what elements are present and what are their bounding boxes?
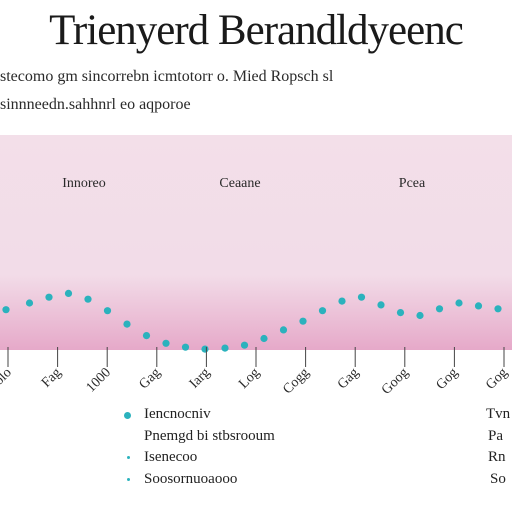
x-tick-label: Tolo [0, 365, 15, 394]
data-point [396, 309, 405, 317]
legend-entry-1: Iencnocniv [124, 406, 211, 423]
data-point [25, 299, 34, 307]
legend-label: Soosornuoaooo [144, 471, 238, 487]
legend-entry-3: Isenecoo [127, 449, 198, 466]
legend-note: Tvn [486, 406, 511, 422]
legend-note: Pa [488, 428, 503, 444]
legend-note: Rn [488, 449, 506, 465]
legend-label: Isenecoo [144, 449, 198, 465]
data-point [2, 306, 10, 314]
x-tick-label: Fag [39, 365, 64, 390]
legend: Iencnocniv Pnemgd bi stbsrooum Isenecoo … [0, 402, 512, 502]
data-point [162, 339, 170, 347]
x-tick-label: Cogg [280, 365, 312, 397]
chart-top-label: Pcea [399, 176, 426, 191]
plot-background [0, 135, 512, 350]
legend-note: So [490, 471, 506, 487]
legend-dot-icon [127, 478, 130, 481]
chart-top-label: Ceaane [219, 176, 260, 191]
data-point [103, 307, 112, 315]
legend-entry-2: Pnemgd bi stbsrooum [128, 428, 275, 445]
x-tick-label: Log [236, 365, 263, 392]
x-tick-label: Gog [434, 365, 462, 393]
legend-dot-icon [127, 456, 130, 459]
x-tick-label: 1000 [84, 365, 114, 395]
chart-subtitle-line-2: sinnneedn.sahhnrl eo aqporoe [0, 96, 191, 113]
x-tick-label: Gag [137, 365, 164, 392]
legend-label: Iencnocniv [144, 406, 211, 422]
data-point [279, 326, 288, 334]
data-point [377, 301, 385, 309]
data-point [455, 299, 463, 307]
data-point [416, 311, 424, 320]
data-point [494, 305, 502, 313]
data-point [338, 297, 346, 305]
data-point [299, 317, 307, 325]
chart-top-label: Innoreo [62, 176, 106, 191]
data-point [260, 334, 268, 343]
data-point [201, 345, 209, 353]
data-point [240, 341, 249, 349]
data-point [357, 293, 366, 301]
legend-entry-4: Soosornuoaooo [127, 471, 238, 488]
x-tick-label: Gog [483, 365, 511, 393]
data-point [142, 332, 151, 340]
line-chart: Innoreo Ceaane Pcea Tolo Fag 1000 Gag Iarg Log C… [0, 135, 512, 398]
data-point [123, 320, 131, 328]
data-point [45, 293, 53, 301]
legend-dot-icon [124, 412, 131, 419]
legend-label: Pnemgd bi stbsrooum [144, 428, 275, 444]
chart-title: Trienyerd Berandldyeenc [49, 7, 464, 54]
x-tick-label: Iarg [187, 365, 213, 391]
x-tick-label: Gag [335, 365, 362, 392]
data-point [221, 344, 229, 352]
data-point [474, 302, 483, 310]
x-tick-label: Goog [379, 365, 412, 398]
data-point [84, 295, 92, 303]
data-point [64, 289, 73, 297]
data-point [181, 343, 190, 351]
chart-subtitle-line-1: stecomo gm sincorrebn icmtotorr o. Mied … [0, 68, 334, 85]
data-point [318, 307, 327, 315]
data-point [435, 305, 444, 313]
